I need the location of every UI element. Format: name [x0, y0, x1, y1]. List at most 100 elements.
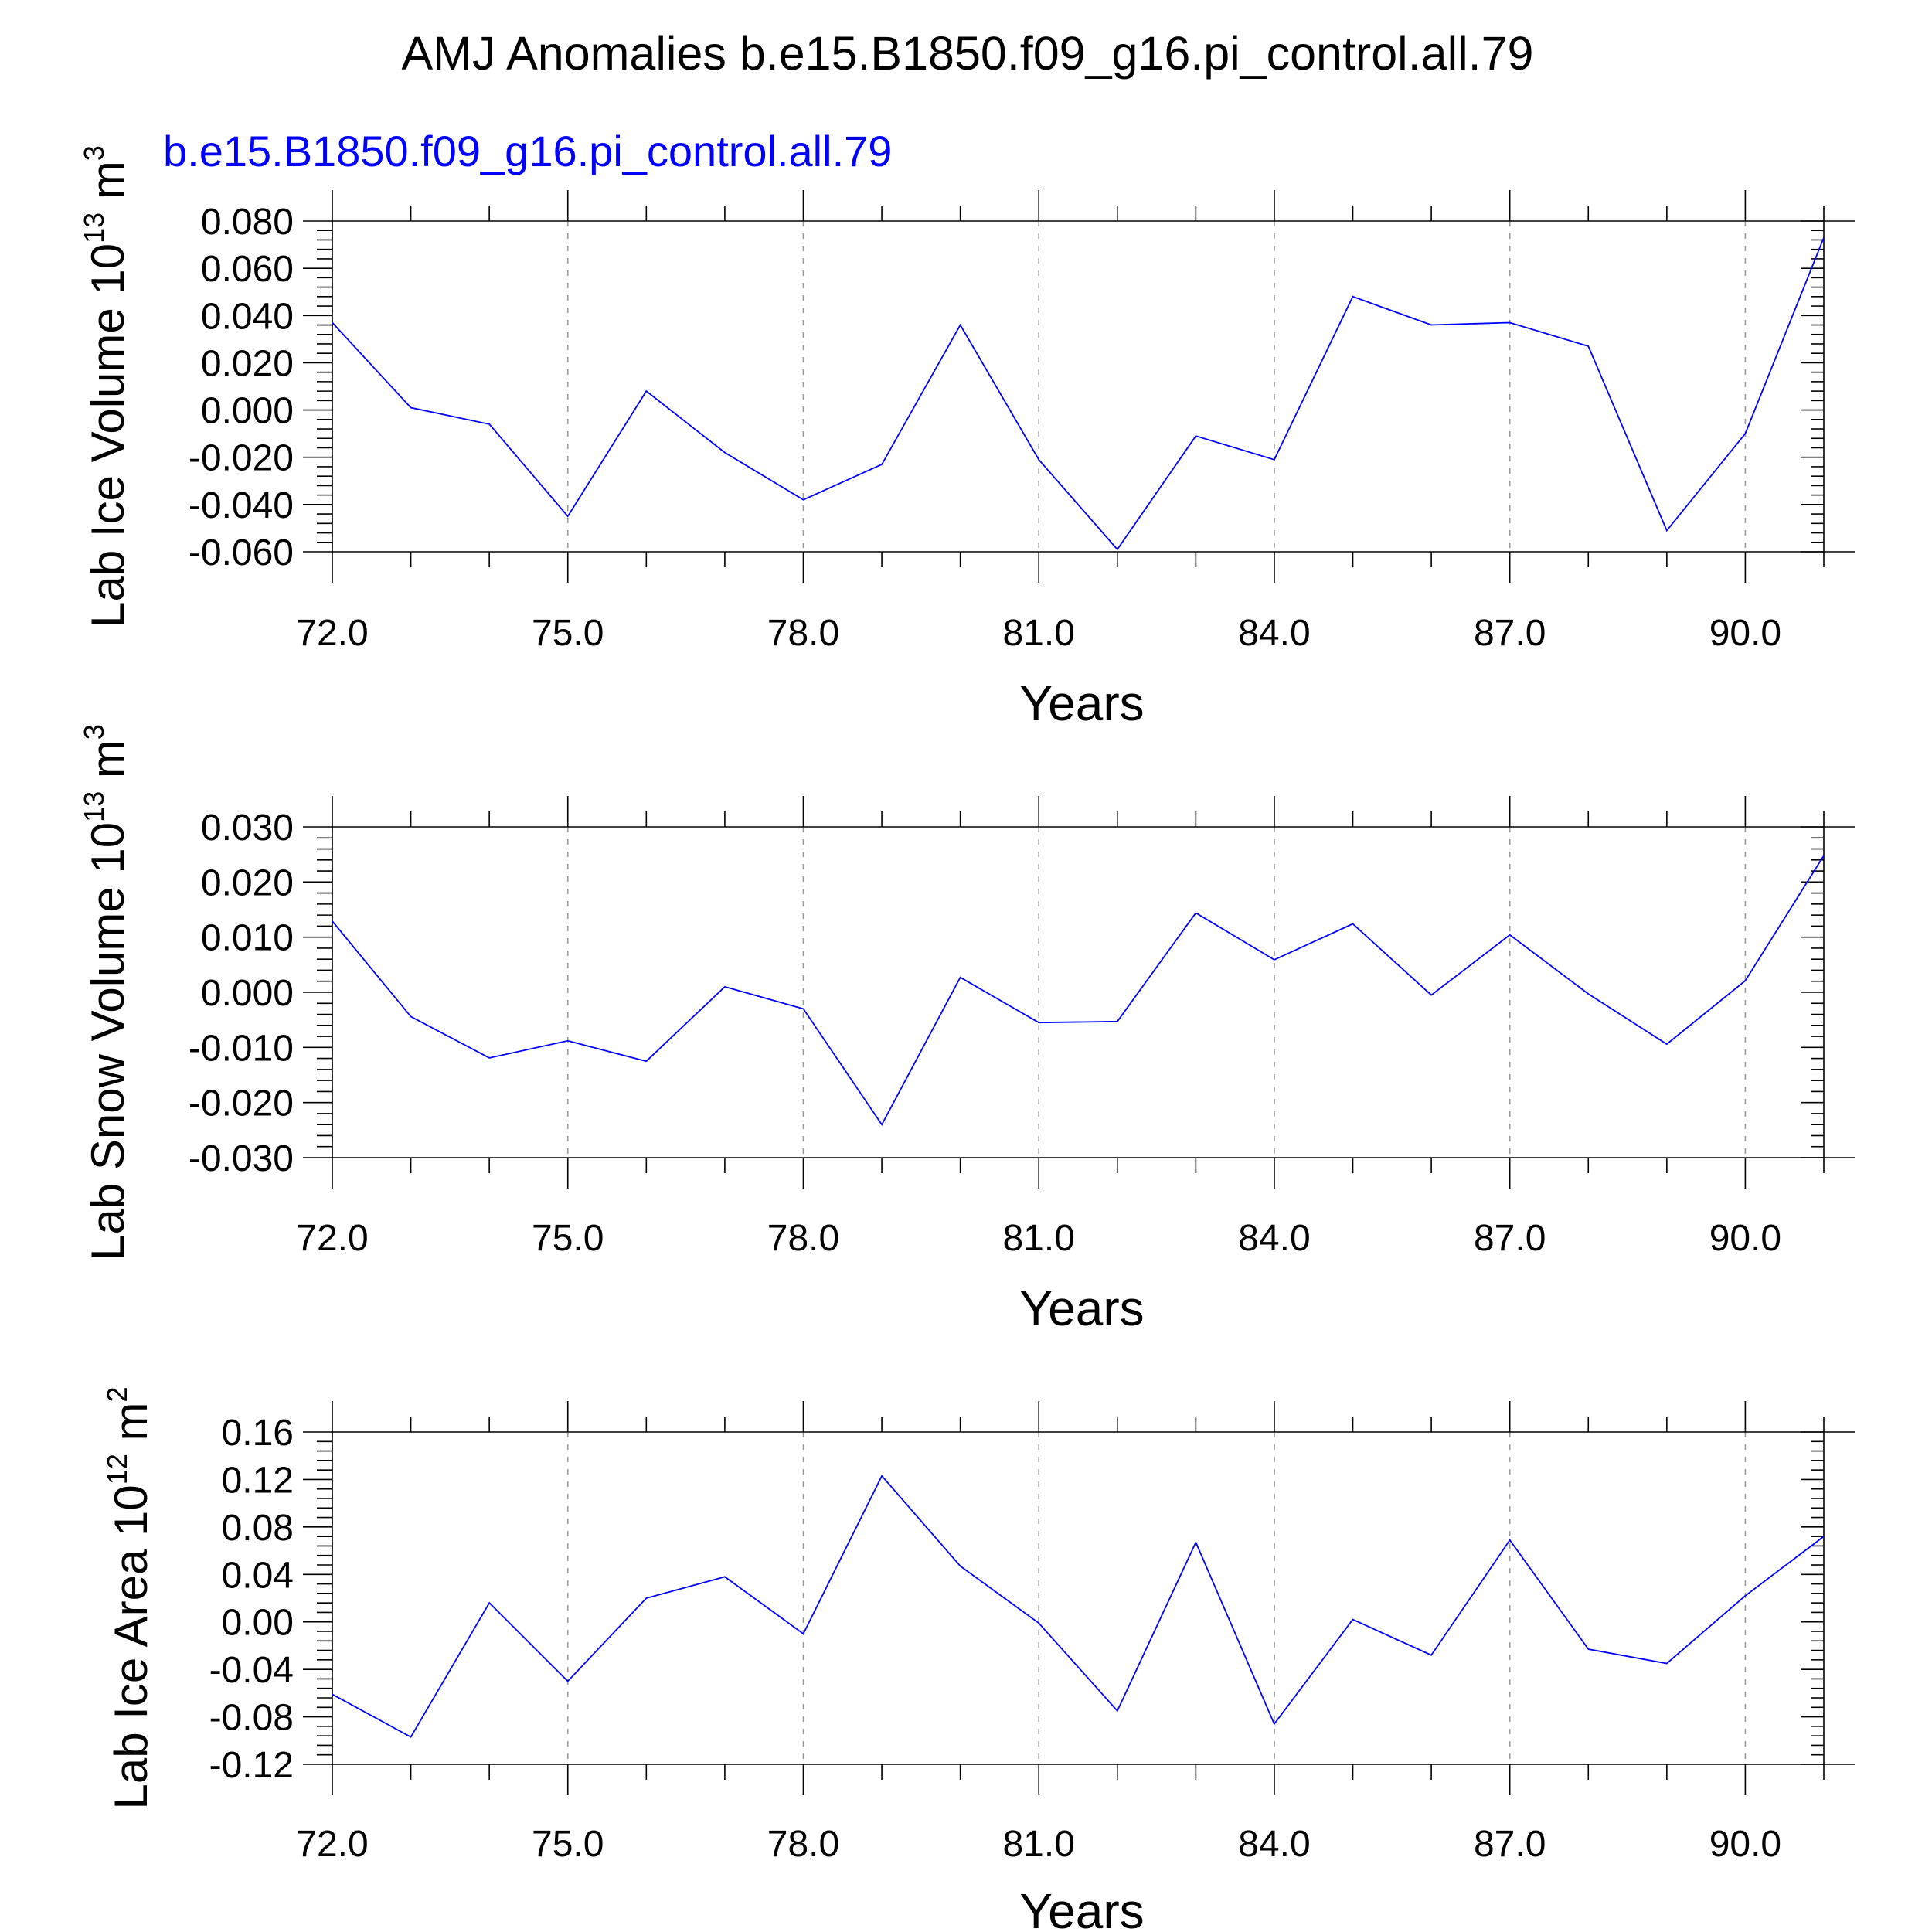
data-point	[1665, 1662, 1668, 1665]
data-point	[880, 463, 883, 466]
data-point	[1116, 548, 1119, 551]
data-point	[880, 1475, 883, 1478]
data-point	[1509, 321, 1512, 324]
data-point	[1430, 1654, 1433, 1657]
x-tick-label: 87.0	[1474, 1218, 1546, 1259]
x-tick-label: 78.0	[767, 1824, 839, 1865]
data-point	[959, 324, 962, 327]
x-tick-label: 72.0	[296, 613, 368, 654]
y-tick-label: 0.00	[222, 1603, 294, 1644]
x-tick-label: 90.0	[1709, 1824, 1781, 1865]
data-point	[1430, 324, 1433, 327]
y-tick-label: -0.12	[209, 1745, 294, 1786]
data-point	[1037, 1021, 1040, 1024]
x-tick-label: 84.0	[1238, 1824, 1310, 1865]
x-axis-label: Years	[1019, 1883, 1144, 1932]
y-tick-label: 0.030	[201, 808, 294, 849]
series-line	[332, 237, 1825, 551]
data-point	[1194, 434, 1197, 437]
y-tick-label: -0.04	[209, 1650, 294, 1691]
data-point	[1665, 529, 1668, 532]
data-point	[1509, 934, 1512, 937]
data-point	[645, 1060, 648, 1063]
data-point	[566, 1039, 570, 1043]
data-point	[1194, 1541, 1197, 1544]
y-axis-label-part: m	[82, 740, 134, 791]
y-axis-label-superscript: 3	[78, 145, 110, 161]
panel-ice-volume: -0.060 -0.040 -0.020 0.000 0.020 0.040 0.060 0.…	[78, 145, 1855, 731]
data-point	[645, 1597, 648, 1600]
series-line	[332, 855, 1825, 1126]
x-tick-label: 87.0	[1474, 1824, 1546, 1865]
data-point	[723, 451, 726, 454]
data-point	[566, 1680, 570, 1683]
x-tick-label: 84.0	[1238, 613, 1310, 654]
y-tick-label: -0.020	[189, 438, 294, 479]
x-axis-label: Years	[1019, 1281, 1144, 1336]
chart-panels: -0.060 -0.040 -0.020 0.000 0.020 0.040 0.060 0.…	[78, 145, 1855, 1932]
y-tick-label: 0.040	[201, 296, 294, 337]
data-point	[880, 1123, 883, 1126]
data-point	[723, 985, 726, 988]
data-point	[1273, 958, 1276, 961]
y-tick-label: 0.000	[201, 973, 294, 1014]
data-point	[1037, 1621, 1040, 1624]
data-point	[410, 406, 413, 410]
series-line	[332, 1475, 1825, 1738]
y-axis-label-superscript: 3	[78, 724, 110, 740]
data-point	[1509, 1539, 1512, 1542]
x-axis-label: Years	[1019, 675, 1144, 731]
y-tick-label: -0.010	[189, 1028, 294, 1069]
y-tick-label: 0.000	[201, 391, 294, 432]
y-axis-label-part: Lab Ice Volume 10	[82, 243, 134, 628]
data-point	[1037, 458, 1040, 461]
chart-title: AMJ Anomalies b.e15.B1850.f09_g16.pi_con…	[402, 27, 1534, 80]
data-point	[1273, 1723, 1276, 1726]
y-tick-label: 0.04	[222, 1555, 294, 1596]
y-axis-label-superscript: 13	[78, 213, 110, 243]
x-tick-label: 78.0	[767, 613, 839, 654]
data-point	[1352, 1618, 1355, 1621]
y-axis-label: Lab Ice Area 1012 m2	[101, 1386, 157, 1809]
y-tick-label: 0.010	[201, 918, 294, 959]
data-point	[1743, 1594, 1747, 1597]
x-tick-label: 81.0	[1002, 613, 1074, 654]
data-point	[801, 1007, 804, 1010]
data-point	[1116, 1020, 1119, 1023]
x-tick-label: 81.0	[1002, 1218, 1074, 1259]
data-point	[488, 423, 491, 426]
x-tick-label: 72.0	[296, 1824, 368, 1865]
data-point	[959, 1565, 962, 1568]
data-point	[488, 1601, 491, 1604]
data-point	[331, 321, 334, 324]
y-tick-label: 0.020	[201, 862, 294, 903]
y-axis-label: Lab Ice Volume 1013 m3	[78, 145, 134, 628]
panel-ice-area: -0.12 -0.08 -0.04 0.00 0.04 0.08 0.12 0.16 72.0 7…	[101, 1386, 1855, 1932]
y-tick-label: 0.12	[222, 1460, 294, 1501]
data-point	[1665, 1043, 1668, 1046]
data-point	[1587, 992, 1590, 995]
y-tick-label: 0.020	[201, 343, 294, 384]
data-point	[566, 515, 570, 518]
data-point	[1743, 979, 1747, 982]
data-point	[331, 920, 334, 923]
x-tick-label: 75.0	[532, 613, 604, 654]
y-axis-label-superscript: 13	[78, 791, 110, 822]
data-point	[801, 498, 804, 502]
x-tick-label: 90.0	[1709, 1218, 1781, 1259]
data-point	[801, 1632, 804, 1635]
data-point	[1822, 854, 1825, 857]
y-tick-label: 0.16	[222, 1413, 294, 1454]
data-point	[488, 1056, 491, 1060]
y-tick-label: -0.060	[189, 532, 294, 573]
y-axis-label-part: m	[105, 1403, 157, 1454]
data-point	[1352, 295, 1355, 298]
y-tick-label: -0.040	[189, 485, 294, 526]
y-tick-label: -0.08	[209, 1698, 294, 1739]
data-point	[1430, 994, 1433, 997]
y-tick-label: 0.060	[201, 249, 294, 290]
y-axis-label: Lab Snow Volume 1013 m3	[78, 724, 134, 1260]
y-axis-label-part: m	[82, 161, 134, 213]
data-point	[1822, 1535, 1825, 1538]
